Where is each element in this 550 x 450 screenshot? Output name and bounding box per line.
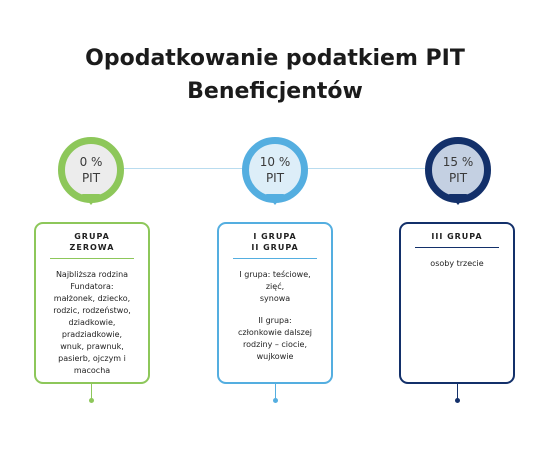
- rate-label: PIT: [265, 171, 285, 185]
- diagram-title: Opodatkowanie podatkiem PIT Beneficjentó…: [0, 42, 550, 108]
- card-body-line: II grupa:: [258, 316, 292, 325]
- card-body-line: Fundatora:: [70, 282, 114, 291]
- rate-label: PIT: [448, 171, 468, 185]
- rate-value: 0 %: [79, 155, 103, 169]
- card-body-line: pasierb, ojczym i: [58, 354, 126, 363]
- card-title: I GRUPA II GRUPA: [229, 231, 321, 256]
- card-title-line: I GRUPA: [253, 232, 297, 241]
- card-body: Najbliższa rodzina Fundatora: małżonek, …: [42, 269, 142, 377]
- card-body-spacer: [225, 305, 325, 315]
- rate-pin-10: 10 % PIT: [242, 137, 308, 205]
- rate-value: 15 %: [442, 155, 474, 169]
- card-body-line: Najbliższa rodzina: [55, 270, 129, 279]
- card-body-line: małżonek, dziecko,: [53, 294, 131, 303]
- card-title-line: III GRUPA: [431, 232, 483, 241]
- card-stem: [457, 384, 458, 401]
- group-card-i-ii: I GRUPA II GRUPA I grupa: teściowe, zięć…: [217, 222, 333, 384]
- card-stem: [275, 384, 276, 401]
- card-body-line: macocha: [73, 366, 111, 375]
- card-title-line: ZEROWA: [69, 243, 115, 252]
- card-stem: [91, 384, 92, 401]
- card-divider: [50, 258, 134, 259]
- card-divider: [415, 247, 499, 248]
- card-body-line: synowa: [259, 294, 291, 303]
- card-dot: [273, 398, 278, 403]
- card-title-line: II GRUPA: [251, 243, 299, 252]
- card-body-line: rodziny – ciocie,: [243, 340, 307, 349]
- rate-value: 10 %: [259, 155, 291, 169]
- card-body: osoby trzecie: [407, 258, 507, 270]
- card-title: GRUPA ZEROWA: [46, 231, 138, 256]
- card-body-line: pradziadkowie,: [61, 330, 123, 339]
- card-body-line: wnuk, prawnuk,: [60, 342, 124, 351]
- rate-pin-15: 15 % PIT: [425, 137, 491, 205]
- card-body-line: zięć,: [265, 282, 285, 291]
- card-title-line: GRUPA: [74, 232, 110, 241]
- card-body-line: osoby trzecie: [430, 259, 484, 268]
- card-dot: [89, 398, 94, 403]
- title-line-1: Opodatkowanie podatkiem PIT: [85, 46, 465, 71]
- title-line-2: Beneficjentów: [187, 79, 363, 104]
- card-divider: [233, 258, 317, 259]
- rate-label: PIT: [81, 171, 101, 185]
- card-body-line: wujkowie: [256, 352, 294, 361]
- card-body-line: rodzic, rodzeństwo,: [53, 306, 131, 315]
- card-title: III GRUPA: [411, 231, 503, 245]
- group-card-zero: GRUPA ZEROWA Najbliższa rodzina Fundator…: [34, 222, 150, 384]
- card-dot: [455, 398, 460, 403]
- card-body: I grupa: teściowe, zięć, synowa II grupa…: [225, 269, 325, 363]
- rate-pin-0: 0 % PIT: [58, 137, 124, 205]
- card-body-line: członkowie dalszej: [237, 328, 313, 337]
- group-card-iii: III GRUPA osoby trzecie: [399, 222, 515, 384]
- card-body-line: I grupa: teściowe,: [239, 270, 311, 279]
- card-body-line: dziadkowie,: [68, 318, 116, 327]
